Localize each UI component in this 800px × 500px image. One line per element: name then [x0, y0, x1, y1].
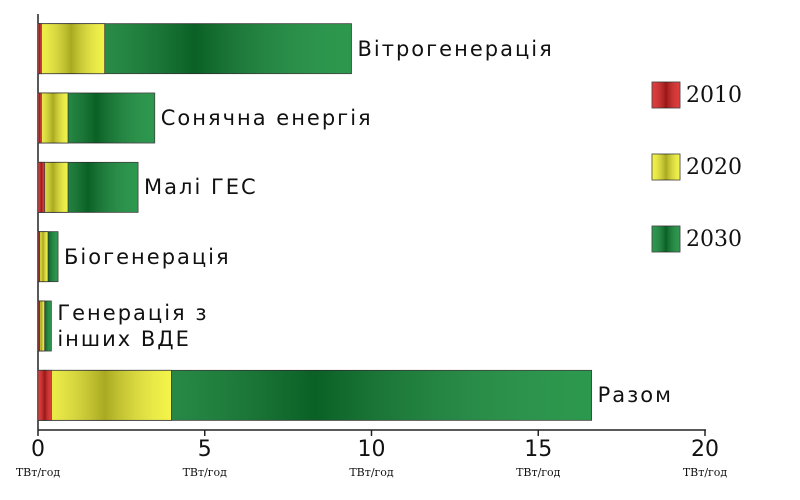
- bar: [37, 92, 69, 144]
- category-label: Генерація з інших ВДЕ: [57, 301, 209, 351]
- legend-shade: [652, 82, 680, 108]
- bar: [37, 231, 41, 283]
- category-label: Сонячна енергія: [160, 106, 373, 130]
- x-unit: ТВт/год: [349, 466, 394, 479]
- category-label: Біогенерація: [64, 244, 231, 269]
- x-unit: ТВт/год: [16, 466, 61, 479]
- x-unit: ТВт/год: [183, 466, 228, 479]
- x-tick-label: 5: [198, 437, 212, 462]
- category-label: Малі ГЕС: [144, 175, 258, 200]
- legend-label: 2020: [686, 155, 742, 180]
- bar: [37, 92, 42, 144]
- x-tick-label: 10: [358, 437, 386, 462]
- x-tick-label: 20: [691, 437, 719, 462]
- x-unit: ТВт/год: [683, 466, 728, 479]
- x-unit: ТВт/год: [516, 466, 561, 479]
- legend-shade: [652, 226, 680, 252]
- bar: [37, 161, 46, 213]
- legend-label: 2030: [686, 227, 742, 252]
- bar: [37, 23, 106, 75]
- x-tick-label: 15: [524, 437, 552, 462]
- category-label: Разом: [597, 383, 673, 408]
- bar: [37, 23, 42, 75]
- bar: [37, 369, 172, 421]
- x-tick-label: 0: [31, 437, 45, 462]
- bar: [37, 369, 52, 421]
- bar: [37, 300, 41, 352]
- legend-shade: [652, 154, 680, 180]
- legend-label: 2010: [686, 83, 742, 108]
- category-label: Вітрогенерація: [357, 36, 554, 61]
